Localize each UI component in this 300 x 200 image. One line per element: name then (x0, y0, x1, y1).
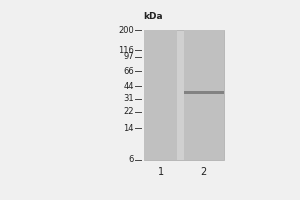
Text: kDa: kDa (143, 12, 163, 21)
Bar (184, 91, 224, 94)
Text: 200: 200 (118, 26, 134, 35)
Text: 6: 6 (129, 155, 134, 164)
Bar (145, 30, 224, 160)
Text: 1: 1 (158, 167, 164, 177)
Bar (145, 30, 177, 160)
Text: 2: 2 (201, 167, 207, 177)
Text: 116: 116 (118, 46, 134, 55)
Text: 66: 66 (123, 67, 134, 76)
Text: 31: 31 (123, 94, 134, 103)
Text: 44: 44 (124, 82, 134, 91)
Text: 97: 97 (123, 52, 134, 61)
Bar (184, 30, 224, 160)
Text: 22: 22 (124, 107, 134, 116)
Text: 14: 14 (124, 124, 134, 133)
